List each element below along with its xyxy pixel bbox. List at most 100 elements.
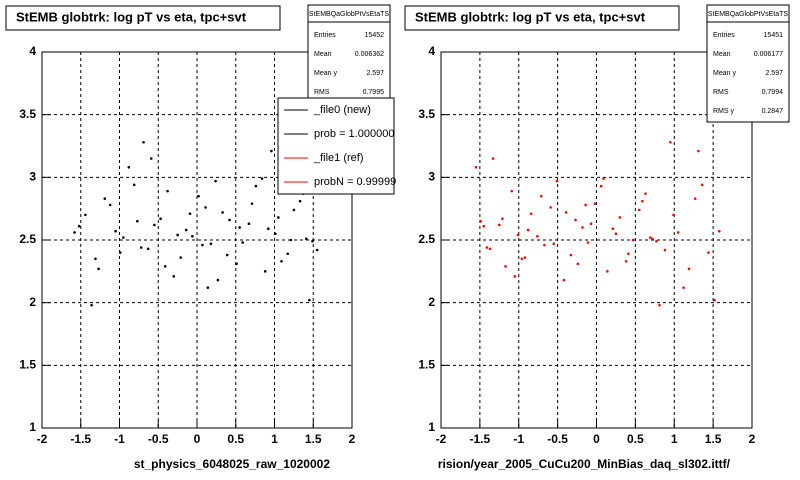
axis-title: st_physics_6048025_raw_1020002 [134,457,330,471]
point [510,189,514,193]
point [651,237,654,241]
point [641,199,644,203]
stats-value: 2.597 [765,70,783,77]
point [713,298,716,302]
point [718,229,721,233]
x-tick-label: -1 [114,432,125,446]
y-tick-label: 3 [428,170,435,184]
x-tick-label: -1.5 [470,432,491,446]
stats-label: RMS [314,89,330,96]
point [122,236,125,239]
point [263,270,267,273]
point [584,203,587,207]
point [589,222,593,226]
point [225,253,229,257]
point [201,243,204,247]
point [644,192,647,195]
point [146,247,150,251]
y-tick-label: 4 [29,44,36,58]
x-tick-label: 1 [271,432,278,446]
chart-title: StEMB globtrk: log pT vs eta, tpc+svt [415,9,646,24]
point [606,270,609,273]
point [631,238,635,242]
point [315,248,319,252]
y-tick-label: 3.5 [418,107,435,121]
stats-box [706,4,790,123]
x-tick-label: 0 [194,432,201,446]
y-tick-label: 1 [29,420,36,434]
stats-label: Mean y [713,70,736,77]
point [488,247,492,251]
point [479,219,482,223]
point [238,226,241,229]
point [118,251,122,254]
stats-title: StEMBQaGlobPtVsEtaTS [708,11,788,18]
point [84,213,87,217]
point [172,275,176,278]
point [611,227,615,231]
point [593,202,597,205]
stats-label: Entries [713,32,735,39]
point [637,208,641,212]
point [697,149,700,153]
point [90,303,93,307]
stats-value: 0.006362 [355,51,384,58]
point [529,212,533,215]
point [501,217,504,220]
stats-value: 0.7994 [762,89,784,96]
point [108,203,112,207]
stats-value: 15452 [365,32,385,39]
y-tick-label: 1.5 [19,358,36,372]
point [250,202,254,205]
legend: _file0 (new) prob = 1.000000 _file1 (ref) p… [284,104,396,188]
stats-label: Mean [314,51,332,58]
point [103,197,107,200]
point [273,232,277,236]
stats-value: 15451 [764,32,784,39]
point [516,233,520,237]
point [304,237,308,241]
point [114,229,117,233]
legend-box [277,97,395,195]
point [94,257,97,261]
stats-label: RMS y [713,108,735,115]
point [241,241,245,244]
x-tick-label: -2 [37,432,48,446]
point [188,212,192,215]
point [513,275,517,278]
point [260,177,264,180]
legend-label: probN = 0.99999 [314,176,396,188]
y-tick-label: 4 [428,44,435,58]
point [543,243,546,247]
point [672,213,675,217]
stats-value: 0.006177 [754,51,783,58]
y-tick-label: 3 [29,170,36,184]
x-tick-label: 1 [671,432,678,446]
point [191,234,194,238]
point [602,177,605,180]
stats-label: Mean [713,51,731,58]
point [247,222,251,226]
point [586,241,590,244]
x-tick-label: -0.5 [547,432,568,446]
x-tick-label: 0.5 [227,432,244,446]
point [77,224,81,228]
point [581,226,584,229]
x-tick-label: 2 [749,432,756,446]
title-box [5,5,281,31]
point [277,216,280,219]
point [214,179,217,183]
point [289,238,293,242]
frame [440,51,753,429]
y-tick-label: 2.5 [19,232,36,246]
x-tick-label: 0.5 [627,432,644,446]
y-tick-label: 2 [29,295,36,309]
point [221,211,224,214]
point [280,260,283,263]
stats-value: 2.597 [366,70,384,77]
point [254,184,258,188]
point [482,224,486,228]
legend-label: _file1 (ref) [313,152,364,164]
point [549,206,552,209]
point [504,265,507,268]
